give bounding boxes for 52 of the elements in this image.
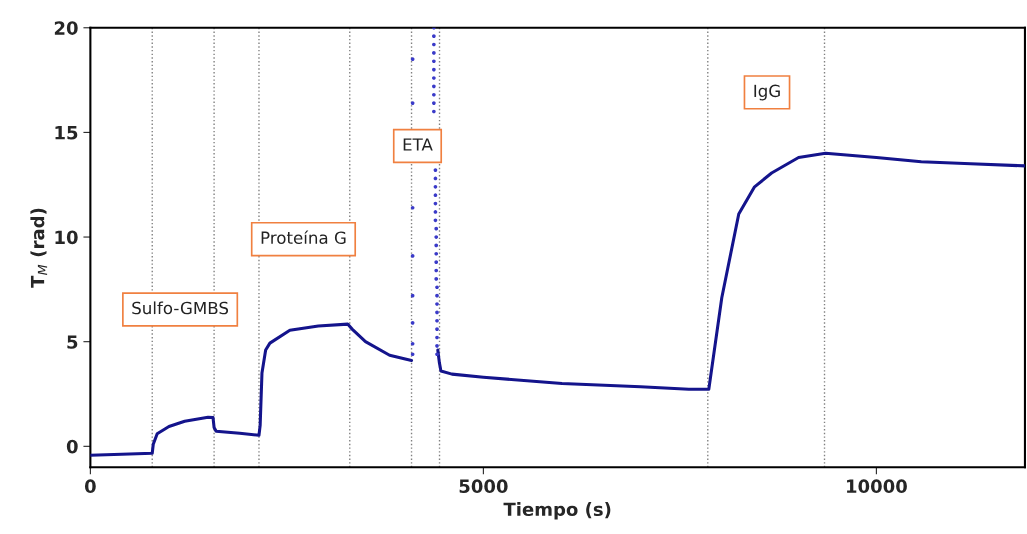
annotation: Sulfo-GMBS	[132, 301, 229, 315]
point	[433, 193, 438, 198]
point	[435, 327, 439, 331]
point	[432, 27, 436, 30]
y-tick-label: 5	[67, 335, 78, 349]
point	[410, 57, 415, 61]
point	[435, 335, 439, 340]
point	[433, 218, 438, 223]
y-axis-title: T$_{M}$ (rad)	[30, 208, 48, 288]
point	[433, 184, 438, 189]
point	[410, 101, 415, 105]
x-tick-label: 10000	[847, 479, 907, 494]
point	[432, 109, 436, 114]
point	[435, 310, 439, 315]
point	[433, 168, 438, 172]
point	[410, 341, 415, 346]
x-tick-label: 5000	[459, 479, 508, 494]
y-tick-label: 15	[55, 126, 78, 140]
point	[410, 205, 415, 210]
point	[432, 59, 436, 64]
point	[434, 260, 439, 264]
point	[434, 277, 439, 281]
point	[435, 344, 439, 348]
point	[434, 268, 439, 273]
point	[433, 210, 438, 214]
point	[434, 235, 439, 239]
point	[434, 243, 439, 248]
point	[432, 84, 436, 89]
y-tick-label: 20	[54, 21, 78, 35]
point	[432, 51, 436, 55]
point	[432, 67, 436, 72]
point	[410, 254, 415, 258]
point	[435, 318, 439, 323]
annotation: Proteína G	[261, 230, 346, 244]
point	[434, 251, 439, 256]
point	[435, 302, 439, 306]
point	[410, 321, 415, 325]
point	[434, 226, 439, 231]
point	[432, 34, 436, 38]
point	[432, 101, 436, 105]
x-axis-title: Tiempo (s)	[503, 502, 611, 520]
point	[435, 285, 439, 290]
point	[432, 42, 436, 47]
x-tick-label: 0	[84, 479, 96, 494]
y-tick-label: 0	[66, 439, 78, 454]
annotation: IgG	[754, 84, 780, 101]
annotation: ETA	[403, 138, 433, 151]
point	[435, 352, 439, 357]
point	[410, 352, 415, 357]
point	[435, 293, 439, 298]
y-tick-label: 10	[55, 230, 78, 245]
point	[432, 76, 436, 80]
